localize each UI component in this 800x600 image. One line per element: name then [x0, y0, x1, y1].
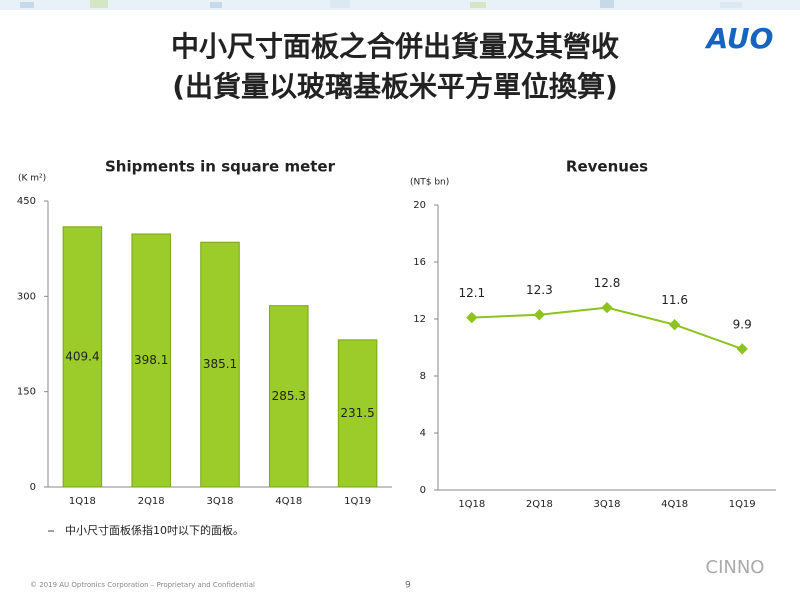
y-tick-label: 150: [17, 387, 36, 398]
watermark: CINNO: [706, 557, 765, 578]
unit-label: (NT$ bn): [410, 178, 449, 188]
x-tick-label: 1Q19: [344, 496, 371, 507]
y-tick-label: 20: [413, 200, 426, 211]
data-label: 231.5: [340, 406, 374, 420]
bar: [131, 233, 171, 488]
y-tick-label: 450: [17, 196, 36, 207]
x-tick-label: 1Q18: [69, 496, 96, 507]
y-tick-label: 300: [17, 291, 36, 302]
data-label: 12.8: [594, 276, 621, 290]
copyright: © 2019 AU Optronics Corporation – Propri…: [30, 581, 255, 589]
y-tick-label: 8: [420, 371, 426, 382]
x-tick-label: 2Q18: [138, 496, 165, 507]
data-label: 12.3: [526, 283, 553, 297]
x-tick-label: 1Q19: [729, 499, 756, 510]
y-tick-label: 16: [413, 257, 426, 268]
page-number: 9: [405, 581, 411, 591]
x-tick-label: 4Q18: [275, 496, 302, 507]
title-line-1: 中小尺寸面板之合併出貨量及其營收: [171, 30, 619, 63]
logo: AUO: [705, 22, 774, 55]
point: [533, 309, 546, 321]
point: [466, 311, 478, 324]
title-line-2: (出貨量以玻璃基板米平方單位換算): [172, 70, 618, 103]
y-tick-label: 4: [420, 428, 426, 439]
unit-label: (K m²): [18, 174, 46, 184]
point: [601, 301, 613, 314]
y-tick-label: 12: [413, 314, 426, 325]
data-label: 12.1: [458, 286, 485, 300]
top-decoration: [0, 0, 800, 10]
bar: [200, 241, 240, 488]
data-label: 398.1: [134, 353, 168, 367]
data-label: 385.1: [203, 357, 237, 371]
y-tick-label: 0: [420, 485, 426, 496]
bar: [337, 339, 378, 488]
chart-title: Revenues: [566, 158, 648, 176]
data-label: 9.9: [733, 317, 752, 331]
y-tick-label: 0: [30, 482, 36, 493]
x-tick-label: 2Q18: [526, 499, 553, 510]
x-tick-label: 4Q18: [661, 499, 688, 510]
bar: [269, 305, 309, 488]
data-label: 285.3: [272, 389, 306, 403]
data-label: 409.4: [65, 349, 99, 363]
x-tick-label: 3Q18: [594, 499, 621, 510]
chart-title: Shipments in square meter: [105, 158, 336, 176]
bar: [62, 226, 103, 488]
x-tick-label: 1Q18: [458, 499, 485, 510]
data-label: 11.6: [661, 293, 688, 307]
x-tick-label: 3Q18: [207, 496, 234, 507]
point: [668, 319, 681, 331]
point: [736, 343, 748, 355]
note: 中小尺寸面板係指10吋以下的面板。: [65, 523, 244, 537]
line: [471, 306, 743, 350]
